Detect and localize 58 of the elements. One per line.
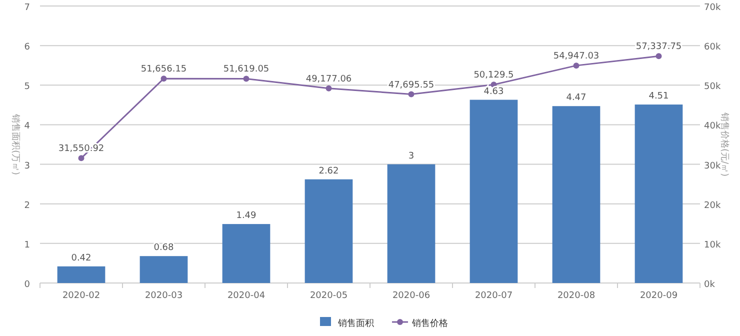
bar: [470, 100, 518, 283]
y2-tick-label: 0k: [704, 280, 716, 290]
point: [656, 53, 662, 60]
y2-tick-label: 10k: [704, 240, 722, 250]
bar: [552, 106, 600, 283]
x-tick-label: 2020-07: [474, 291, 513, 301]
point: [573, 62, 580, 69]
x-tick-label: 2020-05: [310, 291, 348, 301]
data-label: 4.63: [484, 86, 504, 97]
bar: [57, 266, 106, 283]
data-label: 4.51: [648, 92, 669, 102]
bar: [222, 224, 270, 283]
data-label: 1.49: [236, 211, 257, 222]
bar: [634, 104, 683, 283]
y2-tick-label: 20k: [704, 200, 722, 211]
x-tick-label: 2020-02: [62, 291, 100, 301]
y-tick-label: 6: [24, 42, 30, 53]
x-tick-label: 2020-04: [227, 291, 266, 301]
y2-tick-label: 50k: [704, 82, 722, 92]
data-label: 0.68: [154, 243, 174, 254]
y-tick-label: 2: [24, 200, 30, 211]
point: [160, 76, 167, 82]
y-axis-title: 销售面积(万㎡): [10, 112, 21, 176]
bar: [304, 179, 353, 283]
y-tick-label: 3: [24, 161, 30, 172]
y2-axis-title: 销售价格(元/㎡): [719, 111, 730, 177]
data-label: 47,695.55: [388, 80, 434, 90]
data-label: 2.62: [318, 166, 339, 176]
y2-tick-label: 30k: [704, 161, 722, 172]
bar: [140, 256, 188, 283]
x-tick-label: 2020-03: [144, 291, 183, 301]
y2-tick-label: 60k: [704, 42, 722, 53]
data-label: 57,337.75: [636, 42, 682, 52]
data-label: 51,656.15: [140, 64, 187, 75]
legend-label: 销售面积: [337, 318, 374, 329]
legend-label: 销售价格: [411, 318, 448, 329]
x-tick-label: 2020-09: [640, 291, 678, 301]
data-label: 4.47: [566, 93, 586, 104]
data-label: 54,947.03: [553, 52, 600, 62]
data-label: 49,177.06: [306, 74, 352, 84]
point: [243, 76, 250, 82]
data-label: 51,619.05: [223, 64, 270, 75]
point: [326, 85, 332, 92]
y2-tick-label: 70k: [704, 3, 722, 13]
point: [78, 155, 84, 162]
y-tick-label: 1: [24, 240, 30, 250]
y2-tick-label: 40k: [704, 122, 722, 132]
data-label: 3: [408, 151, 414, 162]
x-tick-label: 2020-08: [557, 291, 596, 301]
point: [408, 91, 414, 98]
data-label: 50,129.5: [474, 70, 514, 81]
data-label: 0.42: [71, 253, 92, 264]
x-tick-label: 2020-06: [392, 291, 430, 301]
y-tick-label: 7: [24, 3, 30, 13]
y-tick-label: 0: [24, 280, 30, 290]
y-tick-label: 4: [24, 122, 30, 132]
y-tick-label: 5: [24, 82, 30, 92]
bar: [387, 164, 436, 283]
